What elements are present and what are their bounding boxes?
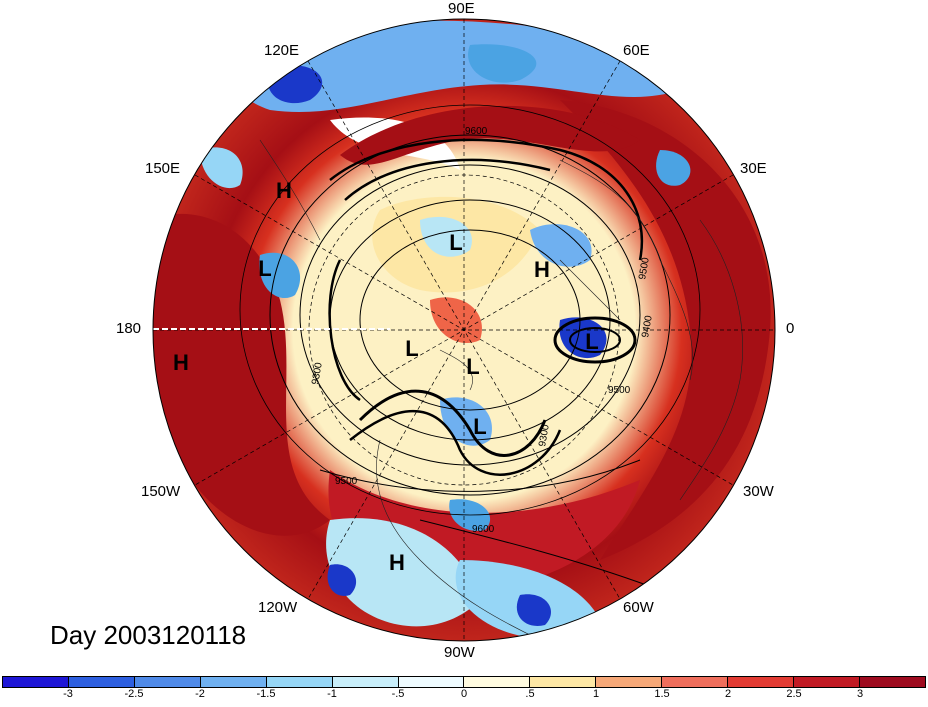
colorbar-tick-label: 1.5 — [654, 688, 670, 700]
colorbar-cell — [596, 677, 663, 687]
colorbar-tick-label: -1 — [327, 688, 337, 700]
low-center-label: L — [466, 354, 479, 379]
coastlines — [259, 139, 743, 641]
colorbar-tick-label: -3 — [63, 688, 73, 700]
colorbar-cell — [332, 677, 399, 687]
colorbar-cell — [794, 677, 860, 687]
lon-label-30e: 30E — [740, 160, 767, 177]
colorbar-tick-label: -2 — [195, 688, 205, 700]
high-center-label: H — [534, 257, 550, 282]
lon-label-120e: 120E — [264, 42, 300, 59]
contour-label: 9600 — [465, 126, 488, 137]
low-center-label: L — [449, 230, 462, 255]
colorbar-tick-label: -1.5 — [256, 688, 276, 700]
contour-labels: 9600 9500 9300 9500 9300 9500 9400 9600 — [310, 126, 655, 535]
low-center-label: L — [473, 414, 486, 439]
day-label: Day 2003120118 — [50, 620, 247, 650]
contour-label: 9400 — [640, 314, 655, 338]
contour-label: 9300 — [537, 423, 552, 447]
contour-label: 9600 — [472, 524, 495, 535]
contour-label: 9500 — [608, 385, 631, 396]
colorbar-tick-label: -.5 — [391, 688, 405, 700]
colorbar-tick-label: .5 — [525, 688, 535, 700]
lon-label-90e: 90E — [448, 0, 475, 17]
colorbar-cell — [3, 677, 69, 687]
colorbar-cell — [530, 677, 597, 687]
colorbar-cell — [200, 677, 267, 687]
colorbar-cell — [464, 677, 531, 687]
contour-label: 9300 — [310, 361, 325, 385]
lon-label-0: 0 — [786, 320, 795, 337]
colorbar-cell — [266, 677, 333, 687]
colorbar-cell — [398, 677, 465, 687]
low-center-label: L — [258, 256, 271, 281]
colorbar-cell — [662, 677, 729, 687]
lon-label-30w: 30W — [743, 483, 774, 500]
low-center-label: L — [585, 329, 598, 354]
lon-label-150w: 150W — [141, 483, 181, 500]
colorbar-cell — [859, 677, 925, 687]
colorbar-tick-label: 3 — [856, 688, 864, 700]
graticule — [153, 19, 775, 641]
colorbar-cell — [728, 677, 795, 687]
lon-label-120w: 120W — [258, 599, 298, 616]
colorbar-cell — [68, 677, 135, 687]
lon-label-60e: 60E — [623, 42, 650, 59]
high-center-label: H — [389, 550, 405, 575]
colorbar — [2, 676, 926, 688]
height-contours — [239, 104, 701, 591]
high-center-label: H — [276, 178, 292, 203]
colorbar-tick-label: 1 — [592, 688, 600, 700]
colorbar-cell — [134, 677, 201, 687]
lon-label-90w: 90W — [444, 644, 475, 661]
lon-label-150e: 150E — [145, 160, 181, 177]
lon-label-60w: 60W — [623, 599, 654, 616]
pressure-centers: H H H H L L L L L L — [173, 178, 599, 575]
low-center-label: L — [405, 336, 418, 361]
contour-label: 9500 — [335, 476, 358, 487]
colorbar-tick-label: -2.5 — [124, 688, 144, 700]
shaded-field — [153, 19, 775, 641]
colorbar-tick-label: 2.5 — [786, 688, 802, 700]
lon-label-180: 180 — [116, 320, 142, 337]
high-center-label: H — [173, 350, 189, 375]
colorbar-tick-label: 0 — [460, 688, 468, 700]
colorbar-tick-label: 2 — [724, 688, 732, 700]
contour-label: 9500 — [637, 256, 652, 280]
